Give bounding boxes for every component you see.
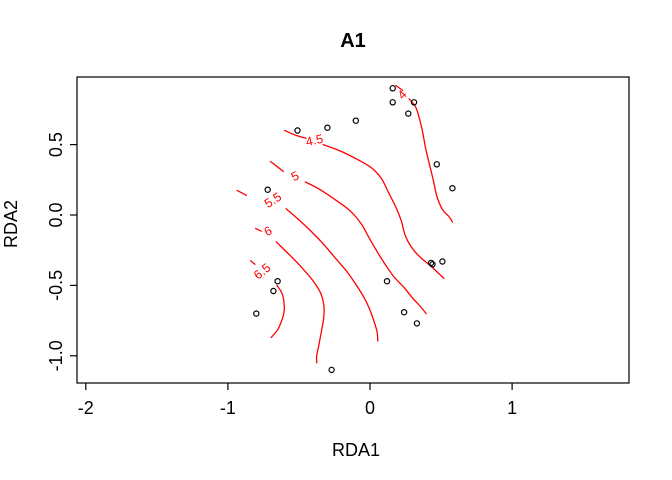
contour-line-4.5 [322, 143, 445, 280]
x-tick-label: -1 [220, 398, 236, 418]
plot-title: A1 [340, 30, 366, 52]
data-point [383, 278, 391, 285]
contour-line-6 [254, 227, 262, 232]
contour-line-4 [394, 84, 404, 92]
x-axis-label: RDA1 [332, 440, 380, 460]
data-point [270, 287, 277, 295]
data-point [410, 99, 418, 106]
data-point [324, 124, 331, 131]
data-point [413, 320, 421, 327]
data-point [264, 186, 271, 193]
y-tick-label: -0.5 [46, 270, 66, 301]
data-point [449, 184, 456, 192]
data-point [400, 309, 408, 316]
data-point [294, 127, 301, 134]
y-tick-label: 0.0 [46, 202, 66, 227]
data-point [427, 259, 435, 267]
data-point [274, 278, 281, 285]
plot-box [76, 76, 630, 384]
data-point [405, 110, 412, 117]
contour-line-4 [408, 98, 454, 223]
contour-line-6.5 [249, 260, 256, 265]
data-point [253, 310, 260, 317]
contour-line-5.5 [285, 208, 379, 342]
contour-line-5.5 [236, 189, 248, 196]
x-axis-ticks: -2 -1 0 1 [78, 383, 517, 418]
data-point [433, 161, 440, 168]
contour-line-6.5 [270, 284, 285, 339]
contour-line-4.5 [284, 129, 307, 139]
x-tick-label: 1 [507, 398, 517, 418]
data-point [328, 366, 335, 374]
data-point [389, 85, 396, 92]
contour-line-5 [304, 181, 427, 315]
contour-line-5 [269, 160, 284, 172]
data-point [439, 258, 446, 265]
y-axis-ticks: 0.5 0.0 -0.5 -1.0 [46, 132, 77, 371]
data-point [352, 117, 359, 124]
y-tick-label: -1.0 [46, 340, 66, 371]
data-point [429, 261, 436, 268]
y-tick-label: 0.5 [46, 132, 66, 157]
contour-label-4.5: 4.5 [304, 132, 324, 149]
x-tick-label: 0 [365, 398, 375, 418]
data-points [253, 85, 456, 374]
contour-line-6 [275, 241, 325, 364]
y-axis-label: RDA2 [1, 200, 21, 248]
data-point [389, 99, 396, 106]
x-tick-label: -2 [78, 398, 94, 418]
